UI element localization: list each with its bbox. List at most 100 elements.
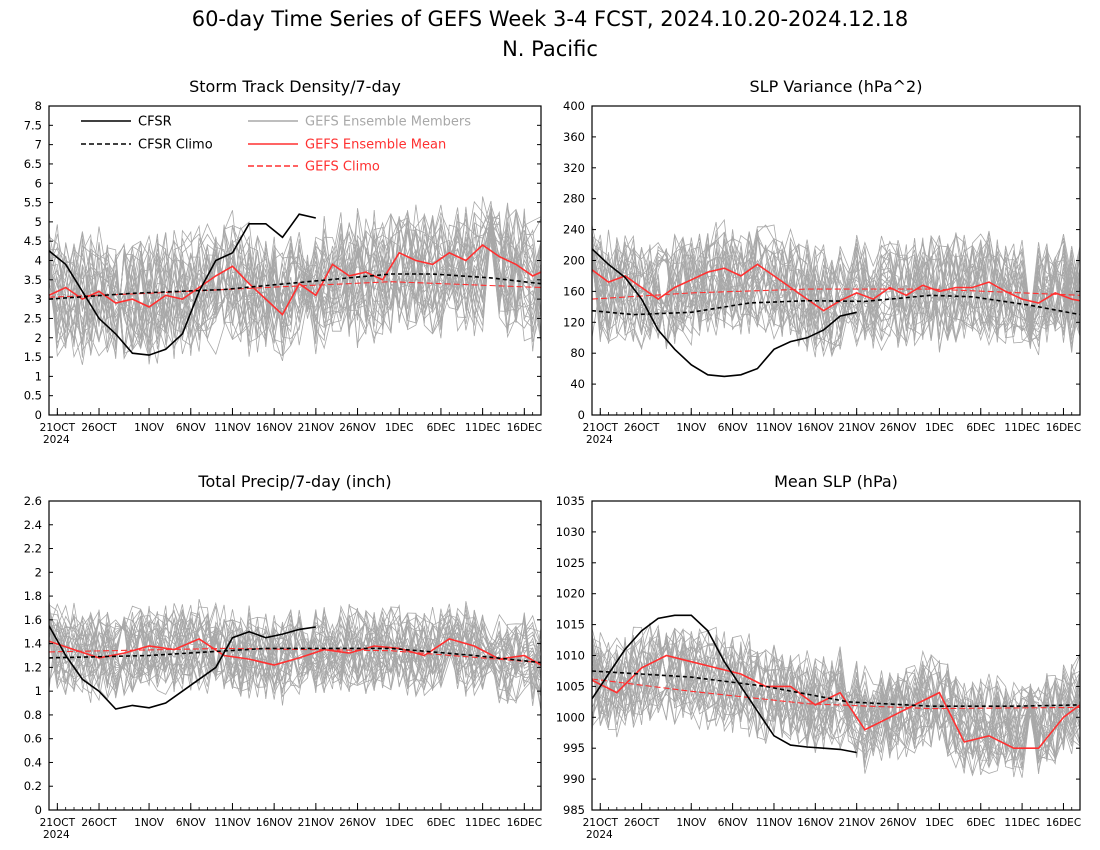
x-tick-label: 11DEC [1004,817,1039,829]
ensemble-member-line [49,208,541,358]
gefs-mean-line [49,243,541,316]
gefs-mean-line [592,263,1080,312]
plot-frame [48,500,542,811]
ensemble-member-line [592,625,1080,771]
y-tick-label: 1035 [556,494,585,508]
cfsr-line [592,248,857,378]
y-tick-label: 0 [578,408,585,422]
x-tick-label: 26OCT [81,817,117,829]
x-year-label: 2024 [43,434,70,446]
x-tick-label: 6NOV [718,422,749,434]
ensemble-member-line [592,627,1080,767]
ensemble-member-line [49,603,541,710]
figure-subtitle-region: N. Pacific [502,37,598,61]
y-tick-label: 200 [563,254,585,268]
ensemble-members [49,598,541,711]
y-tick-label: 280 [563,192,585,206]
x-year-label: 2024 [43,829,70,841]
ensemble-member-line [49,200,541,350]
y-tick-label: 1020 [556,587,585,601]
y-tick-label: 990 [563,772,585,786]
y-tick-label: 0.2 [24,779,42,793]
legend-gefs-climo-label: GEFS Climo [305,160,380,175]
gefs-mean-line [592,654,1080,750]
x-tick-label: 16DEC [507,817,542,829]
x-tick-label: 11NOV [214,422,251,434]
x-year-label: 2024 [586,829,613,841]
cfsr-line [592,614,857,754]
y-tick-label: 6 [35,176,42,190]
ensemble-member-line [592,636,1080,774]
y-tick-label: 8 [35,99,42,113]
y-tick-label: 2.2 [24,542,42,556]
y-tick-label: 0.4 [24,755,42,769]
legend: CFSR CFSR Climo GEFS Ensemble Members GEFS … [81,115,471,175]
legend-members-label: GEFS Ensemble Members [305,115,471,130]
ensemble-members [592,218,1080,358]
cfsr-climo-line [49,273,541,300]
y-tick-label: 320 [563,161,585,175]
x-tick-label: 1NOV [134,422,165,434]
x-tick-label: 21NOV [838,422,875,434]
x-tick-label: 26OCT [624,422,660,434]
ensemble-member-line [49,605,541,704]
x-tick-label: 6NOV [176,422,207,434]
y-tick-label: 0.6 [24,732,42,746]
x-tick-label: 26NOV [339,422,376,434]
y-tick-label: 1 [35,369,42,383]
x-tick-label: 16DEC [1046,817,1081,829]
ensemble-member-line [592,628,1080,758]
y-tick-label: 5.5 [24,196,42,210]
x-tick-label: 11NOV [756,817,793,829]
y-tick-label: 400 [563,99,585,113]
chart-panel-1: Storm Track Density/7-day 0 0.5 1 1.5 2 2.5 3 3.… [24,77,542,446]
ensemble-member-line [49,606,541,694]
panel-title: SLP Variance (hPa^2) [750,77,923,96]
ensemble-member-line [592,228,1080,352]
gefs-climo-line [592,288,1080,300]
y-tick-label: 1025 [556,556,585,570]
ensemble-members [592,622,1080,778]
panel-title: Total Precip/7-day (inch) [197,472,391,491]
ensemble-member-line [49,604,541,696]
cfsr-line [49,213,316,356]
ensemble-member-line [49,603,541,692]
x-tick-label: 16NOV [256,422,293,434]
x-tick-label: 26NOV [880,422,917,434]
legend-cfsr-label: CFSR [138,115,172,130]
y-tick-label: 985 [563,803,585,817]
x-tick-label: 11DEC [465,422,500,434]
gefs-mean-line [49,637,541,666]
x-tick-label: 16NOV [797,817,834,829]
ensemble-member-line [592,634,1080,778]
ensemble-member-line [49,211,541,365]
y-tick-label: 995 [563,741,585,755]
y-tick-label: 1010 [556,649,585,663]
cfsr-line [49,625,316,710]
y-tick-label: 1005 [556,679,585,693]
x-tick-label: 1NOV [676,422,707,434]
x-tick-label: 6DEC [966,817,995,829]
x-tick-label: 21NOV [838,817,875,829]
x-tick-label: 16DEC [507,422,542,434]
legend-cfsr-climo-label: CFSR Climo [138,138,213,153]
y-tick-label: 3 [35,292,42,306]
ensemble-member-line [592,221,1080,349]
panel-title: Storm Track Density/7-day [189,77,401,96]
ensemble-member-line [592,237,1080,351]
x-tick-label: 21OCT [40,817,76,829]
x-tick-label: 6DEC [427,817,456,829]
ensemble-member-line [49,598,541,702]
ensemble-member-line [49,213,541,357]
y-tick-label: 2.5 [24,311,42,325]
x-tick-label: 11NOV [756,422,793,434]
ensemble-members [49,196,541,365]
x-tick-label: 21NOV [298,817,335,829]
y-tick-label: 2 [35,565,42,579]
x-tick-label: 16NOV [797,422,834,434]
ensemble-member-line [592,232,1080,356]
x-tick-label: 11DEC [1004,422,1039,434]
y-tick-label: 2.4 [24,518,42,532]
y-tick-label: 40 [570,377,585,391]
